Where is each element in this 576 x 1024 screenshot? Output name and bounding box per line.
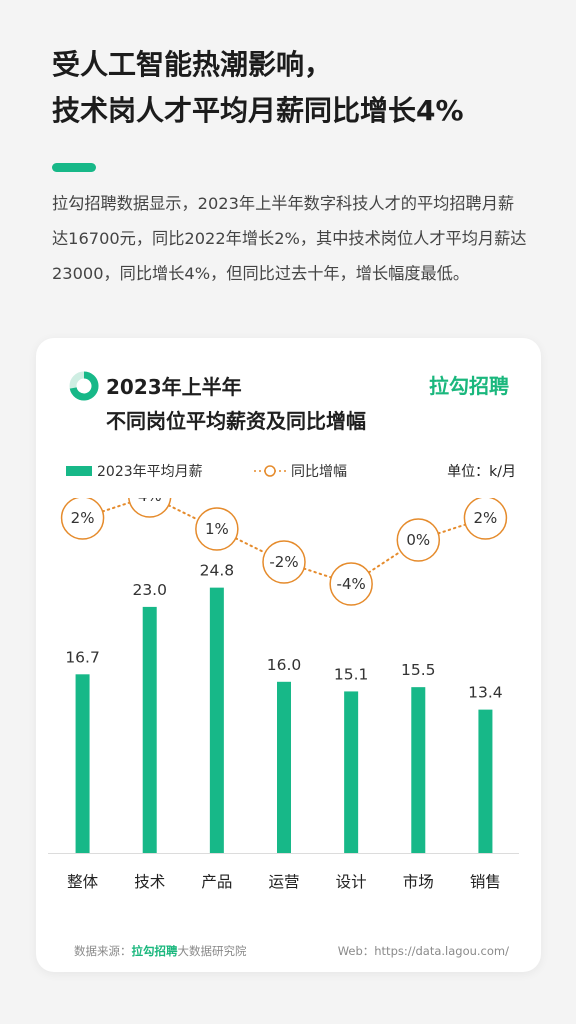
legend-bar-label: 2023年平均月薪 (97, 464, 203, 480)
category-label: 产品 (201, 873, 232, 891)
lagou-ring-icon (69, 371, 99, 401)
category-label: 整体 (67, 873, 99, 891)
growth-line-segment (167, 504, 200, 521)
unit-label: 单位：k/月 (447, 464, 516, 480)
bar-value-label: 16.0 (267, 656, 302, 674)
headline: 受人工智能热潮影响， 技术岗人才平均月薪同比增长4% (52, 42, 552, 134)
headline-line-1: 受人工智能热潮影响， (52, 48, 333, 81)
web-url: Web：https://data.lagou.com/ (337, 944, 509, 958)
accent-bar (52, 163, 96, 172)
growth-label: 2% (474, 509, 498, 527)
bar-value-label: 15.5 (401, 661, 436, 679)
salary-chart: 2% 4% 1% -2% -4% 0% 2% 16.7 整体 23.0 技术 24.8 产品 16.0 运营… (48, 498, 519, 891)
category-label: 设计 (336, 873, 367, 891)
bar-value-label: 13.4 (468, 684, 503, 702)
bar-设计 (344, 691, 359, 853)
source-prefix: 数据来源： (74, 944, 132, 958)
bar-value-label: 24.8 (200, 562, 235, 580)
growth-point-市场 (396, 518, 441, 562)
bar-整体 (75, 674, 90, 853)
growth-label: 1% (205, 520, 229, 538)
growth-point-设计 (329, 562, 373, 606)
growth-point-产品 (195, 507, 239, 551)
legend-line-label: 同比增幅 (291, 464, 347, 480)
category-label: 运营 (268, 873, 299, 891)
intro-paragraph: 拉勾招聘数据显示，2023年上半年数字科技人才的平均招聘月薪达16700元，同比… (52, 194, 527, 283)
growth-label: 0% (406, 531, 430, 549)
chart-title-line-1: 2023年上半年 (106, 375, 242, 399)
source-suffix: 大数据研究院 (177, 944, 247, 958)
legend-item-line: 同比增幅 (253, 461, 347, 481)
bar-产品 (209, 587, 224, 853)
growth-line-segment (367, 550, 402, 574)
growth-point-运营 (262, 540, 306, 584)
bar-市场 (411, 687, 426, 853)
growth-label: 4% (138, 498, 162, 505)
chart-card: 2023年上半年 不同岗位平均薪资及同比增幅 拉勾招聘 2023年平均月薪 同比… (36, 338, 541, 972)
growth-label: -2% (269, 553, 298, 571)
category-label: 技术 (134, 873, 165, 891)
growth-point-技术 (128, 498, 172, 518)
legend-item-bar: 2023年平均月薪 (66, 461, 203, 481)
chart-title-line-2: 不同岗位平均薪资及同比增幅 (106, 409, 366, 433)
bar-value-label: 23.0 (132, 581, 167, 599)
legend-bar-swatch (66, 466, 92, 476)
headline-line-2: 技术岗人才平均月薪同比增长4% (52, 94, 464, 127)
chart-legend: 2023年平均月薪 同比增幅 单位：k/月 (66, 461, 516, 485)
growth-label: 2% (71, 509, 95, 527)
bar-运营 (277, 681, 291, 853)
growth-point-整体 (60, 498, 105, 540)
source-brand: 拉勾招聘 (131, 944, 178, 958)
growth-label: -4% (337, 575, 366, 593)
legend-line-swatch (254, 465, 286, 477)
bar-value-label: 16.7 (65, 648, 100, 666)
chart-title: 2023年上半年 不同岗位平均薪资及同比增幅 (106, 370, 366, 438)
bar-value-label: 15.1 (334, 665, 369, 683)
brand-logo-text: 拉勾招聘 (429, 374, 509, 398)
bar-技术 (142, 606, 157, 853)
bar-销售 (478, 709, 493, 853)
category-label: 销售 (470, 873, 501, 891)
growth-line-segment (302, 567, 333, 579)
growth-line-segment (101, 501, 131, 513)
data-source: 数据来源：拉勾招聘大数据研究院 (74, 943, 247, 959)
growth-line-segment (234, 537, 267, 554)
growth-point-销售 (463, 498, 508, 540)
growth-line-segment (437, 523, 467, 535)
category-label: 市场 (403, 873, 434, 891)
